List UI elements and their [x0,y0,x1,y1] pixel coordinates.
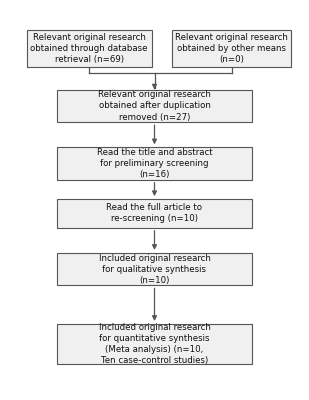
Text: Read the full article to
re-screening (n=10): Read the full article to re-screening (n… [107,203,202,224]
Text: Relevant original research
obtained after duplication
removed (n=27): Relevant original research obtained afte… [98,90,211,122]
Text: Relevant original research
obtained by other means
(n=0): Relevant original research obtained by o… [175,33,288,64]
FancyBboxPatch shape [172,30,291,66]
FancyBboxPatch shape [57,324,252,364]
FancyBboxPatch shape [57,253,252,286]
Text: Included original research
for quantitative synthesis
(Meta analysis) (n=10,
Ten: Included original research for quantitat… [99,323,210,365]
FancyBboxPatch shape [57,90,252,122]
FancyBboxPatch shape [27,30,151,66]
FancyBboxPatch shape [57,147,252,180]
Text: Read the title and abstract
for preliminary screening
(n=16): Read the title and abstract for prelimin… [97,148,212,179]
Text: Included original research
for qualitative synthesis
(n=10): Included original research for qualitati… [99,254,210,285]
Text: Relevant original research
obtained through database
retrieval (n=69): Relevant original research obtained thro… [31,33,148,64]
FancyBboxPatch shape [57,199,252,228]
